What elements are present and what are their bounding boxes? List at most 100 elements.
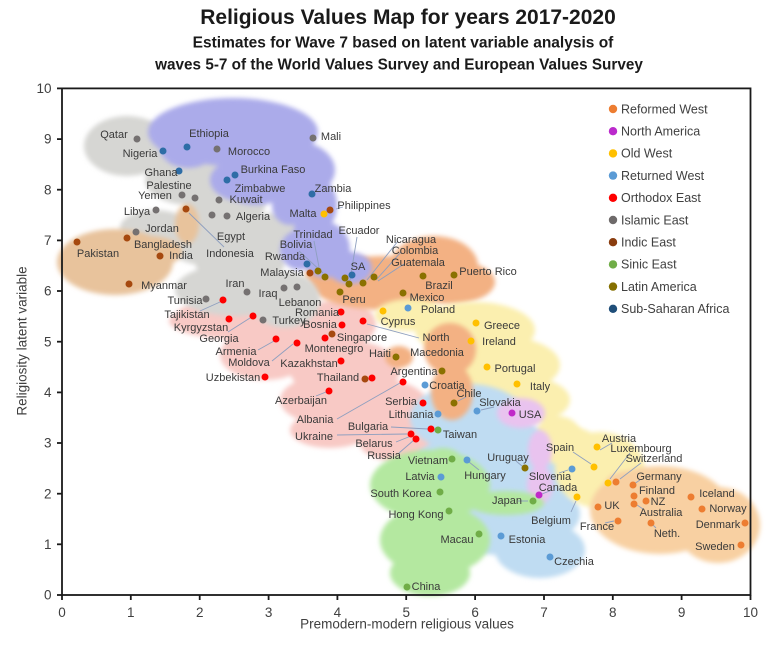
svg-text:North America: North America — [621, 125, 700, 139]
svg-text:Belgium: Belgium — [531, 515, 571, 527]
svg-text:Montenegro: Montenegro — [305, 343, 364, 355]
svg-text:Cyprus: Cyprus — [381, 316, 416, 328]
svg-text:NZ: NZ — [651, 496, 666, 508]
svg-text:USA: USA — [519, 409, 542, 421]
svg-text:waves 5-7 of the World Values: waves 5-7 of the World Values Survey and… — [154, 57, 643, 74]
svg-text:Egypt: Egypt — [217, 231, 245, 243]
svg-text:6: 6 — [44, 284, 52, 299]
svg-text:Belarus: Belarus — [355, 438, 393, 450]
svg-text:Religiosity latent variable: Religiosity latent variable — [15, 266, 30, 415]
svg-text:10: 10 — [36, 81, 51, 96]
svg-text:7: 7 — [540, 605, 548, 620]
svg-text:Iceland: Iceland — [699, 488, 734, 500]
svg-text:Poland: Poland — [421, 304, 455, 316]
svg-text:Iran: Iran — [226, 278, 245, 290]
svg-text:Malta: Malta — [290, 208, 318, 220]
svg-text:Serbia: Serbia — [385, 396, 418, 408]
svg-text:9: 9 — [678, 605, 686, 620]
svg-text:Azerbaijan: Azerbaijan — [275, 395, 327, 407]
svg-text:Russia: Russia — [367, 450, 402, 462]
svg-text:North: North — [423, 332, 450, 344]
svg-text:Qatar: Qatar — [100, 129, 128, 141]
svg-text:Tunisia: Tunisia — [167, 295, 203, 307]
svg-text:Uruguay: Uruguay — [487, 452, 529, 464]
svg-text:Nigeria: Nigeria — [123, 148, 159, 160]
svg-text:Taiwan: Taiwan — [443, 429, 477, 441]
svg-text:Malaysia: Malaysia — [260, 267, 304, 279]
svg-text:Orthodox East: Orthodox East — [621, 191, 701, 205]
svg-text:2: 2 — [44, 486, 52, 501]
svg-text:Germany: Germany — [636, 471, 682, 483]
svg-text:Ireland: Ireland — [482, 336, 516, 348]
svg-text:Norway: Norway — [709, 503, 747, 515]
svg-text:Libya: Libya — [124, 206, 151, 218]
svg-text:Moldova: Moldova — [228, 357, 270, 369]
svg-text:Indonesia: Indonesia — [206, 248, 255, 260]
svg-text:Palestine: Palestine — [146, 180, 191, 192]
svg-text:Argentina: Argentina — [390, 366, 438, 378]
svg-text:Slovakia: Slovakia — [479, 397, 521, 409]
svg-text:Colombia: Colombia — [392, 245, 439, 257]
svg-text:Bolivia: Bolivia — [280, 239, 313, 251]
svg-text:Haiti: Haiti — [369, 348, 391, 360]
svg-text:Trinidad: Trinidad — [293, 229, 332, 241]
svg-text:Croatia: Croatia — [429, 380, 465, 392]
svg-text:Tajikistan: Tajikistan — [164, 309, 209, 321]
svg-text:Sub-Saharan Africa: Sub-Saharan Africa — [621, 302, 729, 316]
svg-text:Islamic East: Islamic East — [621, 213, 689, 227]
svg-text:Pakistan: Pakistan — [77, 248, 119, 260]
svg-text:Lebanon: Lebanon — [279, 297, 322, 309]
svg-text:2: 2 — [196, 605, 204, 620]
svg-text:Rwanda: Rwanda — [265, 251, 306, 263]
svg-text:0: 0 — [58, 605, 66, 620]
svg-text:Uzbekistan: Uzbekistan — [206, 372, 260, 384]
svg-text:Ukraine: Ukraine — [295, 431, 333, 443]
svg-text:India: India — [169, 250, 194, 262]
svg-text:Hungary: Hungary — [464, 470, 506, 482]
svg-text:Bangladesh: Bangladesh — [134, 239, 192, 251]
svg-text:Bosnia: Bosnia — [303, 319, 338, 331]
svg-text:3: 3 — [44, 436, 52, 451]
svg-text:Luxembourg: Luxembourg — [610, 443, 671, 455]
svg-text:8: 8 — [609, 605, 617, 620]
svg-text:Sweden: Sweden — [695, 541, 735, 553]
svg-text:Greece: Greece — [484, 320, 520, 332]
svg-text:China: China — [412, 581, 442, 593]
svg-text:Old West: Old West — [621, 147, 673, 161]
svg-text:Albania: Albania — [297, 414, 335, 426]
svg-text:4: 4 — [334, 605, 342, 620]
svg-text:Puerto Rico: Puerto Rico — [459, 266, 516, 278]
svg-text:Chile: Chile — [456, 388, 481, 400]
svg-text:Spain: Spain — [546, 442, 574, 454]
svg-text:Premodern-modern religious val: Premodern-modern religious values — [300, 617, 514, 632]
svg-text:4: 4 — [44, 385, 52, 400]
svg-text:Japan: Japan — [492, 495, 522, 507]
svg-text:Hong Kong: Hong Kong — [388, 509, 443, 521]
svg-text:Portugal: Portugal — [495, 363, 536, 375]
svg-text:5: 5 — [44, 334, 52, 349]
svg-text:6: 6 — [471, 605, 479, 620]
svg-text:Denmark: Denmark — [696, 519, 741, 531]
svg-text:Italy: Italy — [530, 381, 551, 393]
svg-text:Czechia: Czechia — [554, 556, 595, 568]
svg-text:1: 1 — [44, 537, 52, 552]
svg-text:Latin America: Latin America — [621, 280, 697, 294]
svg-text:Austria: Austria — [602, 433, 637, 445]
svg-text:Georgia: Georgia — [199, 333, 239, 345]
svg-text:Mexico: Mexico — [410, 292, 445, 304]
svg-text:Ecuador: Ecuador — [339, 225, 380, 237]
svg-text:Religious Values Map for years: Religious Values Map for years 2017-2020 — [200, 6, 616, 29]
svg-text:Ghana: Ghana — [144, 167, 178, 179]
svg-text:Bulgaria: Bulgaria — [348, 421, 389, 433]
svg-text:Estonia: Estonia — [509, 534, 547, 546]
svg-text:Armenia: Armenia — [216, 346, 258, 358]
svg-text:Australia: Australia — [640, 507, 684, 519]
svg-text:Canada: Canada — [539, 482, 578, 494]
svg-text:Iraq: Iraq — [259, 288, 278, 300]
svg-text:UK: UK — [604, 500, 620, 512]
svg-text:France: France — [580, 521, 614, 533]
svg-text:7: 7 — [44, 233, 52, 248]
svg-text:Morocco: Morocco — [228, 146, 270, 158]
svg-text:Brazil: Brazil — [425, 280, 453, 292]
svg-text:Algeria: Algeria — [236, 211, 271, 223]
